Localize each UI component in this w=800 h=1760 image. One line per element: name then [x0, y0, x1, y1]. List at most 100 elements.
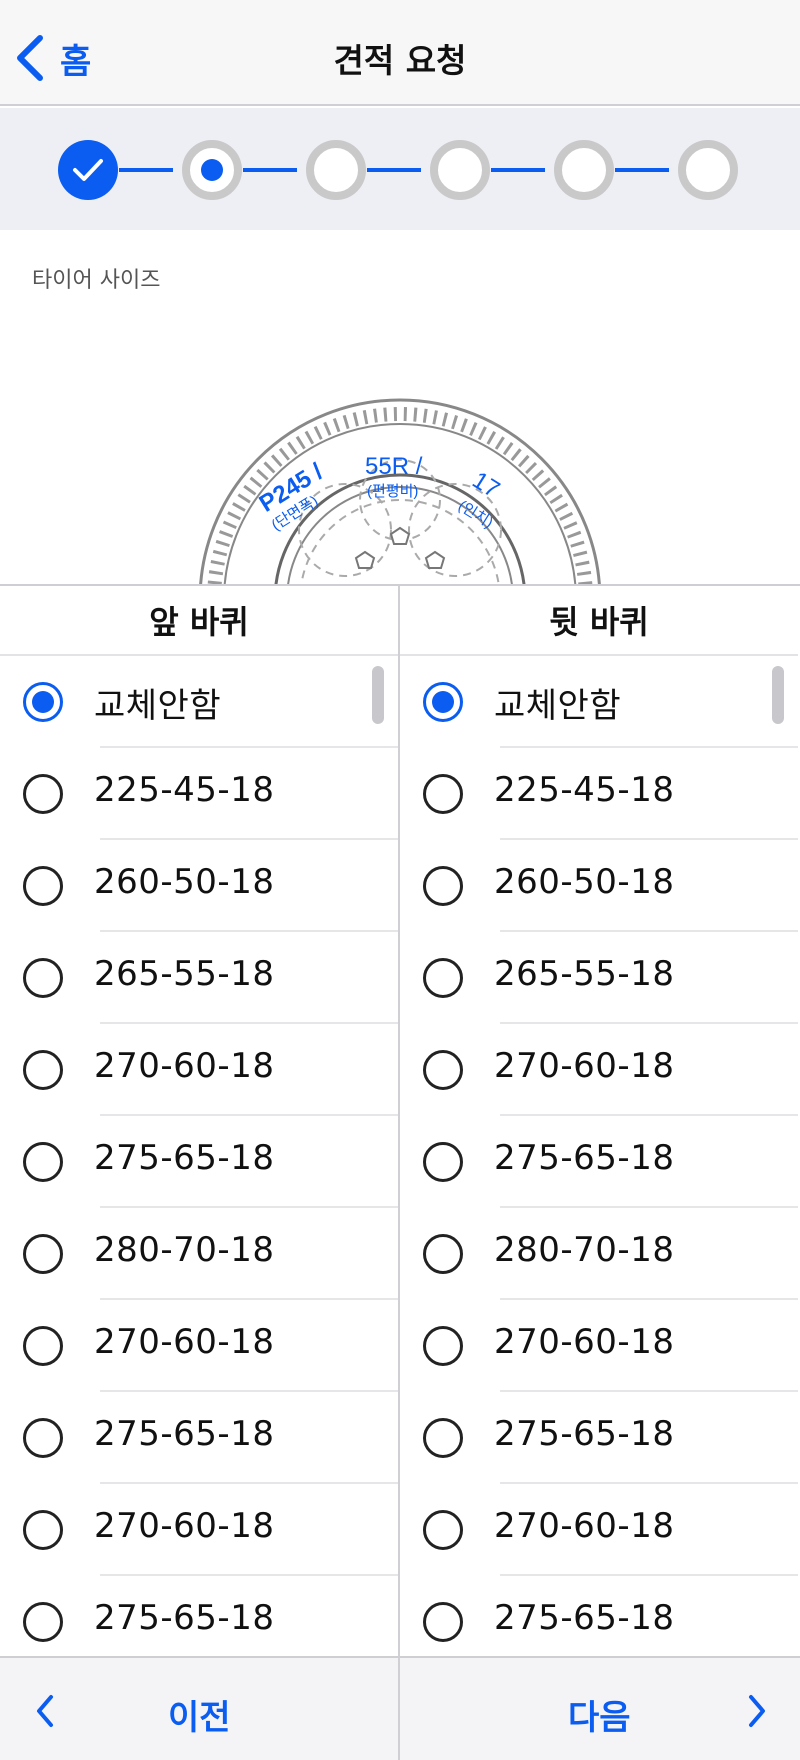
radio-button[interactable]: [423, 774, 463, 814]
option-label: 270-60-18: [94, 1046, 275, 1086]
option-label: 260-50-18: [494, 862, 675, 902]
progress-stepper: [0, 108, 800, 230]
step-4-pending: [430, 140, 490, 200]
radio-button[interactable]: [23, 1234, 63, 1274]
chevron-left-icon: [17, 35, 43, 81]
front-wheel-option[interactable]: 270-60-18: [0, 1300, 398, 1392]
radio-button[interactable]: [23, 682, 63, 722]
wheel-selection-panel: 앞 바퀴 교체안함 225-45-18 260-50-18 265-55-18 270-…: [0, 584, 800, 1658]
page-title: 견적 요청: [333, 41, 467, 80]
option-label: 275-65-18: [494, 1138, 675, 1178]
radio-button[interactable]: [23, 1602, 63, 1642]
option-label: 교체안함: [494, 686, 622, 726]
rear-wheel-option[interactable]: 265-55-18: [400, 932, 798, 1024]
option-label: 275-65-18: [94, 1598, 275, 1638]
rear-wheel-option[interactable]: 270-60-18: [400, 1024, 798, 1116]
rear-wheel-option[interactable]: 225-45-18: [400, 748, 798, 840]
previous-button[interactable]: 이전: [0, 1658, 398, 1760]
back-label: 홈: [60, 41, 92, 82]
radio-button[interactable]: [23, 1050, 63, 1090]
tire-ratio-value: 55R /: [365, 453, 423, 480]
option-label: 265-55-18: [94, 954, 275, 994]
option-label: 270-60-18: [494, 1506, 675, 1546]
front-wheel-option[interactable]: 280-70-18: [0, 1208, 398, 1300]
step-connector: [491, 168, 545, 172]
option-label: 270-60-18: [494, 1046, 675, 1086]
front-wheel-option[interactable]: 275-65-18: [0, 1576, 398, 1668]
front-wheel-option[interactable]: 270-60-18: [0, 1484, 398, 1576]
radio-button[interactable]: [423, 1418, 463, 1458]
option-label: 270-60-18: [494, 1322, 675, 1362]
option-label: 280-70-18: [94, 1230, 275, 1270]
rear-wheel-options[interactable]: 교체안함 225-45-18 260-50-18 265-55-18 270-60-18…: [400, 656, 798, 1668]
step-6-pending: [678, 140, 738, 200]
option-label: 225-45-18: [494, 770, 675, 810]
front-wheel-option[interactable]: 275-65-18: [0, 1116, 398, 1208]
front-wheel-option[interactable]: 265-55-18: [0, 932, 398, 1024]
step-5-pending: [554, 140, 614, 200]
front-wheel-header: 앞 바퀴: [0, 586, 398, 656]
radio-button[interactable]: [23, 1418, 63, 1458]
section-label-tire-size: 타이어 사이즈: [32, 268, 161, 293]
radio-button[interactable]: [423, 682, 463, 722]
back-button[interactable]: 홈: [14, 28, 91, 88]
tire-diagram: P245 / (단면폭) 55R / (편평비) 17 (인치): [199, 398, 601, 584]
rear-scrollbar[interactable]: [772, 666, 784, 724]
option-label: 270-60-18: [94, 1506, 275, 1546]
checkmark-icon: [73, 159, 103, 181]
radio-button[interactable]: [23, 1326, 63, 1366]
radio-button[interactable]: [423, 958, 463, 998]
option-label: 225-45-18: [94, 770, 275, 810]
footer-toolbar: 이전 다음: [0, 1656, 800, 1760]
column-divider: [398, 586, 400, 1658]
radio-button[interactable]: [23, 774, 63, 814]
step-2-current: [182, 140, 242, 200]
radio-button[interactable]: [423, 1326, 463, 1366]
rear-wheel-option[interactable]: 275-65-18: [400, 1392, 798, 1484]
navigation-bar: 홈 견적 요청: [0, 0, 800, 106]
radio-button[interactable]: [423, 1142, 463, 1182]
chevron-right-icon: [749, 1695, 765, 1727]
radio-button[interactable]: [423, 1510, 463, 1550]
rear-wheel-option[interactable]: 교체안함: [400, 656, 798, 748]
front-wheel-column: 앞 바퀴 교체안함 225-45-18 260-50-18 265-55-18 270-…: [0, 586, 398, 1658]
front-wheel-option[interactable]: 260-50-18: [0, 840, 398, 932]
radio-button[interactable]: [23, 866, 63, 906]
step-connector: [615, 168, 669, 172]
rear-wheel-column: 뒷 바퀴 교체안함 225-45-18 260-50-18 265-55-18 270-…: [400, 586, 798, 1658]
front-wheel-option[interactable]: 275-65-18: [0, 1392, 398, 1484]
next-label: 다음: [568, 1698, 631, 1738]
radio-button[interactable]: [23, 958, 63, 998]
option-label: 280-70-18: [494, 1230, 675, 1270]
radio-button[interactable]: [423, 866, 463, 906]
option-label: 265-55-18: [494, 954, 675, 994]
step-connector: [367, 168, 421, 172]
chevron-left-icon: [37, 1695, 53, 1727]
rear-wheel-option[interactable]: 275-65-18: [400, 1576, 798, 1668]
front-wheel-option[interactable]: 225-45-18: [0, 748, 398, 840]
option-label: 275-65-18: [494, 1414, 675, 1454]
rear-wheel-option[interactable]: 270-60-18: [400, 1484, 798, 1576]
step-connector: [119, 168, 173, 172]
footer-divider: [398, 1658, 400, 1760]
step-3-pending: [306, 140, 366, 200]
radio-button[interactable]: [423, 1602, 463, 1642]
front-wheel-option[interactable]: 교체안함: [0, 656, 398, 748]
rear-wheel-option[interactable]: 275-65-18: [400, 1116, 798, 1208]
radio-button[interactable]: [23, 1142, 63, 1182]
next-button[interactable]: 다음: [400, 1658, 798, 1760]
rear-wheel-option[interactable]: 270-60-18: [400, 1300, 798, 1392]
option-label: 260-50-18: [94, 862, 275, 902]
rear-wheel-option[interactable]: 280-70-18: [400, 1208, 798, 1300]
front-wheel-option[interactable]: 270-60-18: [0, 1024, 398, 1116]
front-scrollbar[interactable]: [372, 666, 384, 724]
tire-illustration: P245 / (단면폭) 55R / (편평비) 17 (인치): [0, 300, 800, 584]
option-label: 교체안함: [94, 686, 222, 726]
radio-button[interactable]: [423, 1050, 463, 1090]
rear-wheel-option[interactable]: 260-50-18: [400, 840, 798, 932]
option-label: 275-65-18: [94, 1414, 275, 1454]
radio-button[interactable]: [23, 1510, 63, 1550]
radio-button[interactable]: [423, 1234, 463, 1274]
option-label: 275-65-18: [494, 1598, 675, 1638]
front-wheel-options[interactable]: 교체안함 225-45-18 260-50-18 265-55-18 270-60-18…: [0, 656, 398, 1668]
